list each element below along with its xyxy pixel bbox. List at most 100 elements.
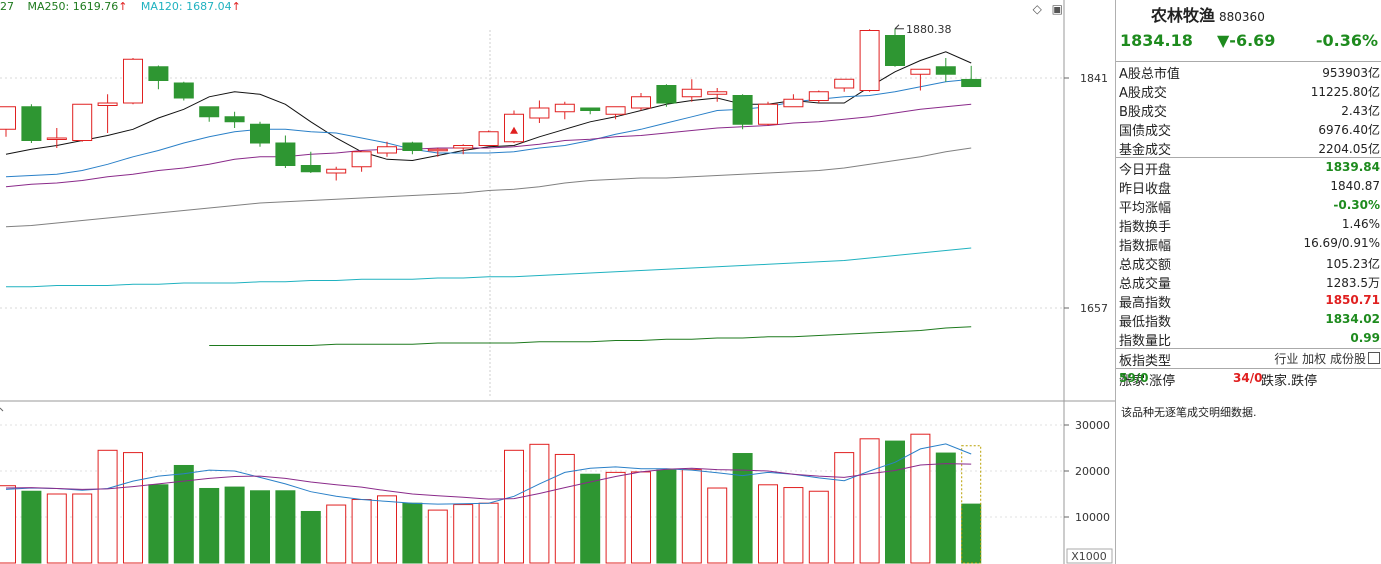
candle-body xyxy=(148,66,169,81)
index-stat-row: 指数振幅 16.69/0.91% xyxy=(1116,234,1381,254)
volume-bar xyxy=(935,452,956,564)
volume-bar xyxy=(377,495,397,564)
volume-tick-label: 20000 xyxy=(1075,465,1110,478)
index-stat-value: -0.30% xyxy=(1333,198,1380,212)
index-title: 农林牧渔 880360 xyxy=(1151,2,1265,26)
index-stat-row: 最低指数 1834.02 xyxy=(1116,310,1381,330)
index-stat-label: 总成交量 xyxy=(1119,277,1172,292)
candle-body xyxy=(808,91,829,101)
volume-bar xyxy=(97,449,118,564)
index-stat-value: 16.69/0.91% xyxy=(1303,236,1380,250)
fall-value: 59/0 xyxy=(1119,371,1149,385)
volume-bar xyxy=(46,493,67,564)
candle-body xyxy=(961,78,982,88)
candle-body xyxy=(0,106,16,130)
price-tick-label: 1841 xyxy=(1080,72,1108,85)
volume-unit-box xyxy=(1066,548,1113,564)
volume-bar xyxy=(529,443,550,564)
market-stat-value: 2204.05亿 xyxy=(1318,142,1380,156)
candle-body xyxy=(351,151,372,168)
candle-body xyxy=(631,96,651,109)
candle-body xyxy=(123,58,143,104)
index-stat-value: 0.99 xyxy=(1350,331,1380,345)
volume-bar xyxy=(554,453,575,564)
market-stat-row: A股总市值 953903亿 xyxy=(1116,61,1381,82)
candle-body xyxy=(326,168,347,174)
volume-projection-box xyxy=(961,445,982,564)
candle-body xyxy=(529,107,550,119)
market-stat-row: B股成交 2.43亿 xyxy=(1116,100,1381,120)
stats-table: A股总市值 953903亿 A股成交 11225.80亿 B股成交 2.43亿 国债成交 69… xyxy=(1116,61,1381,389)
index-stat-row: 最高指数 1850.71 xyxy=(1116,291,1381,311)
market-stat-value: 953903亿 xyxy=(1322,66,1380,80)
index-stat-value: 1283.5万 xyxy=(1326,276,1380,290)
candle-body xyxy=(707,91,728,95)
index-stat-row: 今日开盘 1839.84 xyxy=(1116,157,1381,178)
index-stat-label: 指数量比 xyxy=(1119,334,1172,349)
index-stat-value: 105.23亿 xyxy=(1326,257,1380,271)
market-stat-label: A股总市值 xyxy=(1119,67,1180,82)
chart-area[interactable]: 1841 1657 30000 20000 10000 X1000 1880.38 27 M… xyxy=(0,0,1115,564)
candle-body xyxy=(250,123,270,144)
volume-bar xyxy=(148,484,169,564)
market-stat-row: 国债成交 6976.40亿 xyxy=(1116,119,1381,139)
signal-arrow-icon xyxy=(510,126,518,134)
window-icon[interactable]: ▣ xyxy=(1051,2,1063,16)
market-stat-value: 11225.80亿 xyxy=(1310,85,1380,99)
market-stat-label: 国债成交 xyxy=(1119,124,1172,139)
index-stat-value: 1.46% xyxy=(1341,217,1380,231)
diamond-icon[interactable]: ◇ xyxy=(1032,2,1042,16)
tick-note: 该品种无逐笔成交明细数据. xyxy=(1121,406,1257,419)
candle-body xyxy=(72,103,93,141)
index-stat-label: 指数换手 xyxy=(1119,220,1172,235)
index-name: 农林牧渔 xyxy=(1151,6,1216,25)
candle-body xyxy=(554,103,575,113)
market-stat-label: B股成交 xyxy=(1119,105,1167,120)
index-stat-value: 1840.87 xyxy=(1330,179,1380,193)
volume-bar xyxy=(656,469,677,564)
volume-tick-label: 30000 xyxy=(1075,419,1110,432)
peak-pointer-tip xyxy=(894,24,900,30)
ma-line-ma60 xyxy=(5,147,972,228)
volume-bar xyxy=(199,487,220,564)
market-stat-label: A股成交 xyxy=(1119,86,1167,101)
candle-body xyxy=(453,145,474,149)
index-stat-value: 1850.71 xyxy=(1325,293,1380,307)
index-stat-row: 总成交量 1283.5万 xyxy=(1116,272,1381,292)
candle-body xyxy=(732,95,753,125)
volume-bar xyxy=(834,452,855,564)
candle-body xyxy=(478,131,499,146)
volume-bar xyxy=(72,493,93,564)
volume-bar xyxy=(326,504,347,564)
volume-bar xyxy=(250,490,270,564)
candle-body xyxy=(580,107,601,111)
candle-body xyxy=(834,78,855,89)
volume-bar xyxy=(758,484,778,564)
candle-body xyxy=(910,68,931,75)
kline-chart[interactable]: 1841 1657 30000 20000 10000 X1000 1880.38 xyxy=(0,0,1115,564)
candle-body xyxy=(21,106,42,141)
ma120-label: MA120: 1687.04↑ xyxy=(140,0,241,13)
index-stat-label: 最低指数 xyxy=(1119,315,1172,330)
volume-bar xyxy=(478,502,499,564)
volume-bar xyxy=(808,490,829,564)
candle-body xyxy=(275,142,296,166)
index-stat-row: 昨日收盘 1840.87 xyxy=(1116,177,1381,197)
volume-marker xyxy=(0,407,4,412)
candle-body xyxy=(224,116,245,123)
quote-panel: 农林牧渔 880360 1834.18 ▼-6.69 -0.36% A股总市值 95… xyxy=(1115,0,1381,564)
index-stat-row: 平均涨幅 -0.30% xyxy=(1116,196,1381,216)
volume-bar xyxy=(123,452,143,564)
volume-bar xyxy=(224,486,245,564)
index-stat-label: 指数振幅 xyxy=(1119,239,1172,254)
volume-tick-label: 10000 xyxy=(1075,511,1110,524)
ma-line-ma5 xyxy=(5,51,972,162)
market-stat-row: A股成交 11225.80亿 xyxy=(1116,81,1381,101)
index-stat-label: 昨日收盘 xyxy=(1119,182,1172,197)
board-type-label: 板指类型 xyxy=(1119,354,1172,369)
volume-bar xyxy=(453,504,474,564)
price-tick-label: 1657 xyxy=(1080,302,1108,315)
volume-bar xyxy=(681,469,702,564)
grid-icon[interactable] xyxy=(1368,352,1380,364)
volume-bar xyxy=(910,433,931,564)
